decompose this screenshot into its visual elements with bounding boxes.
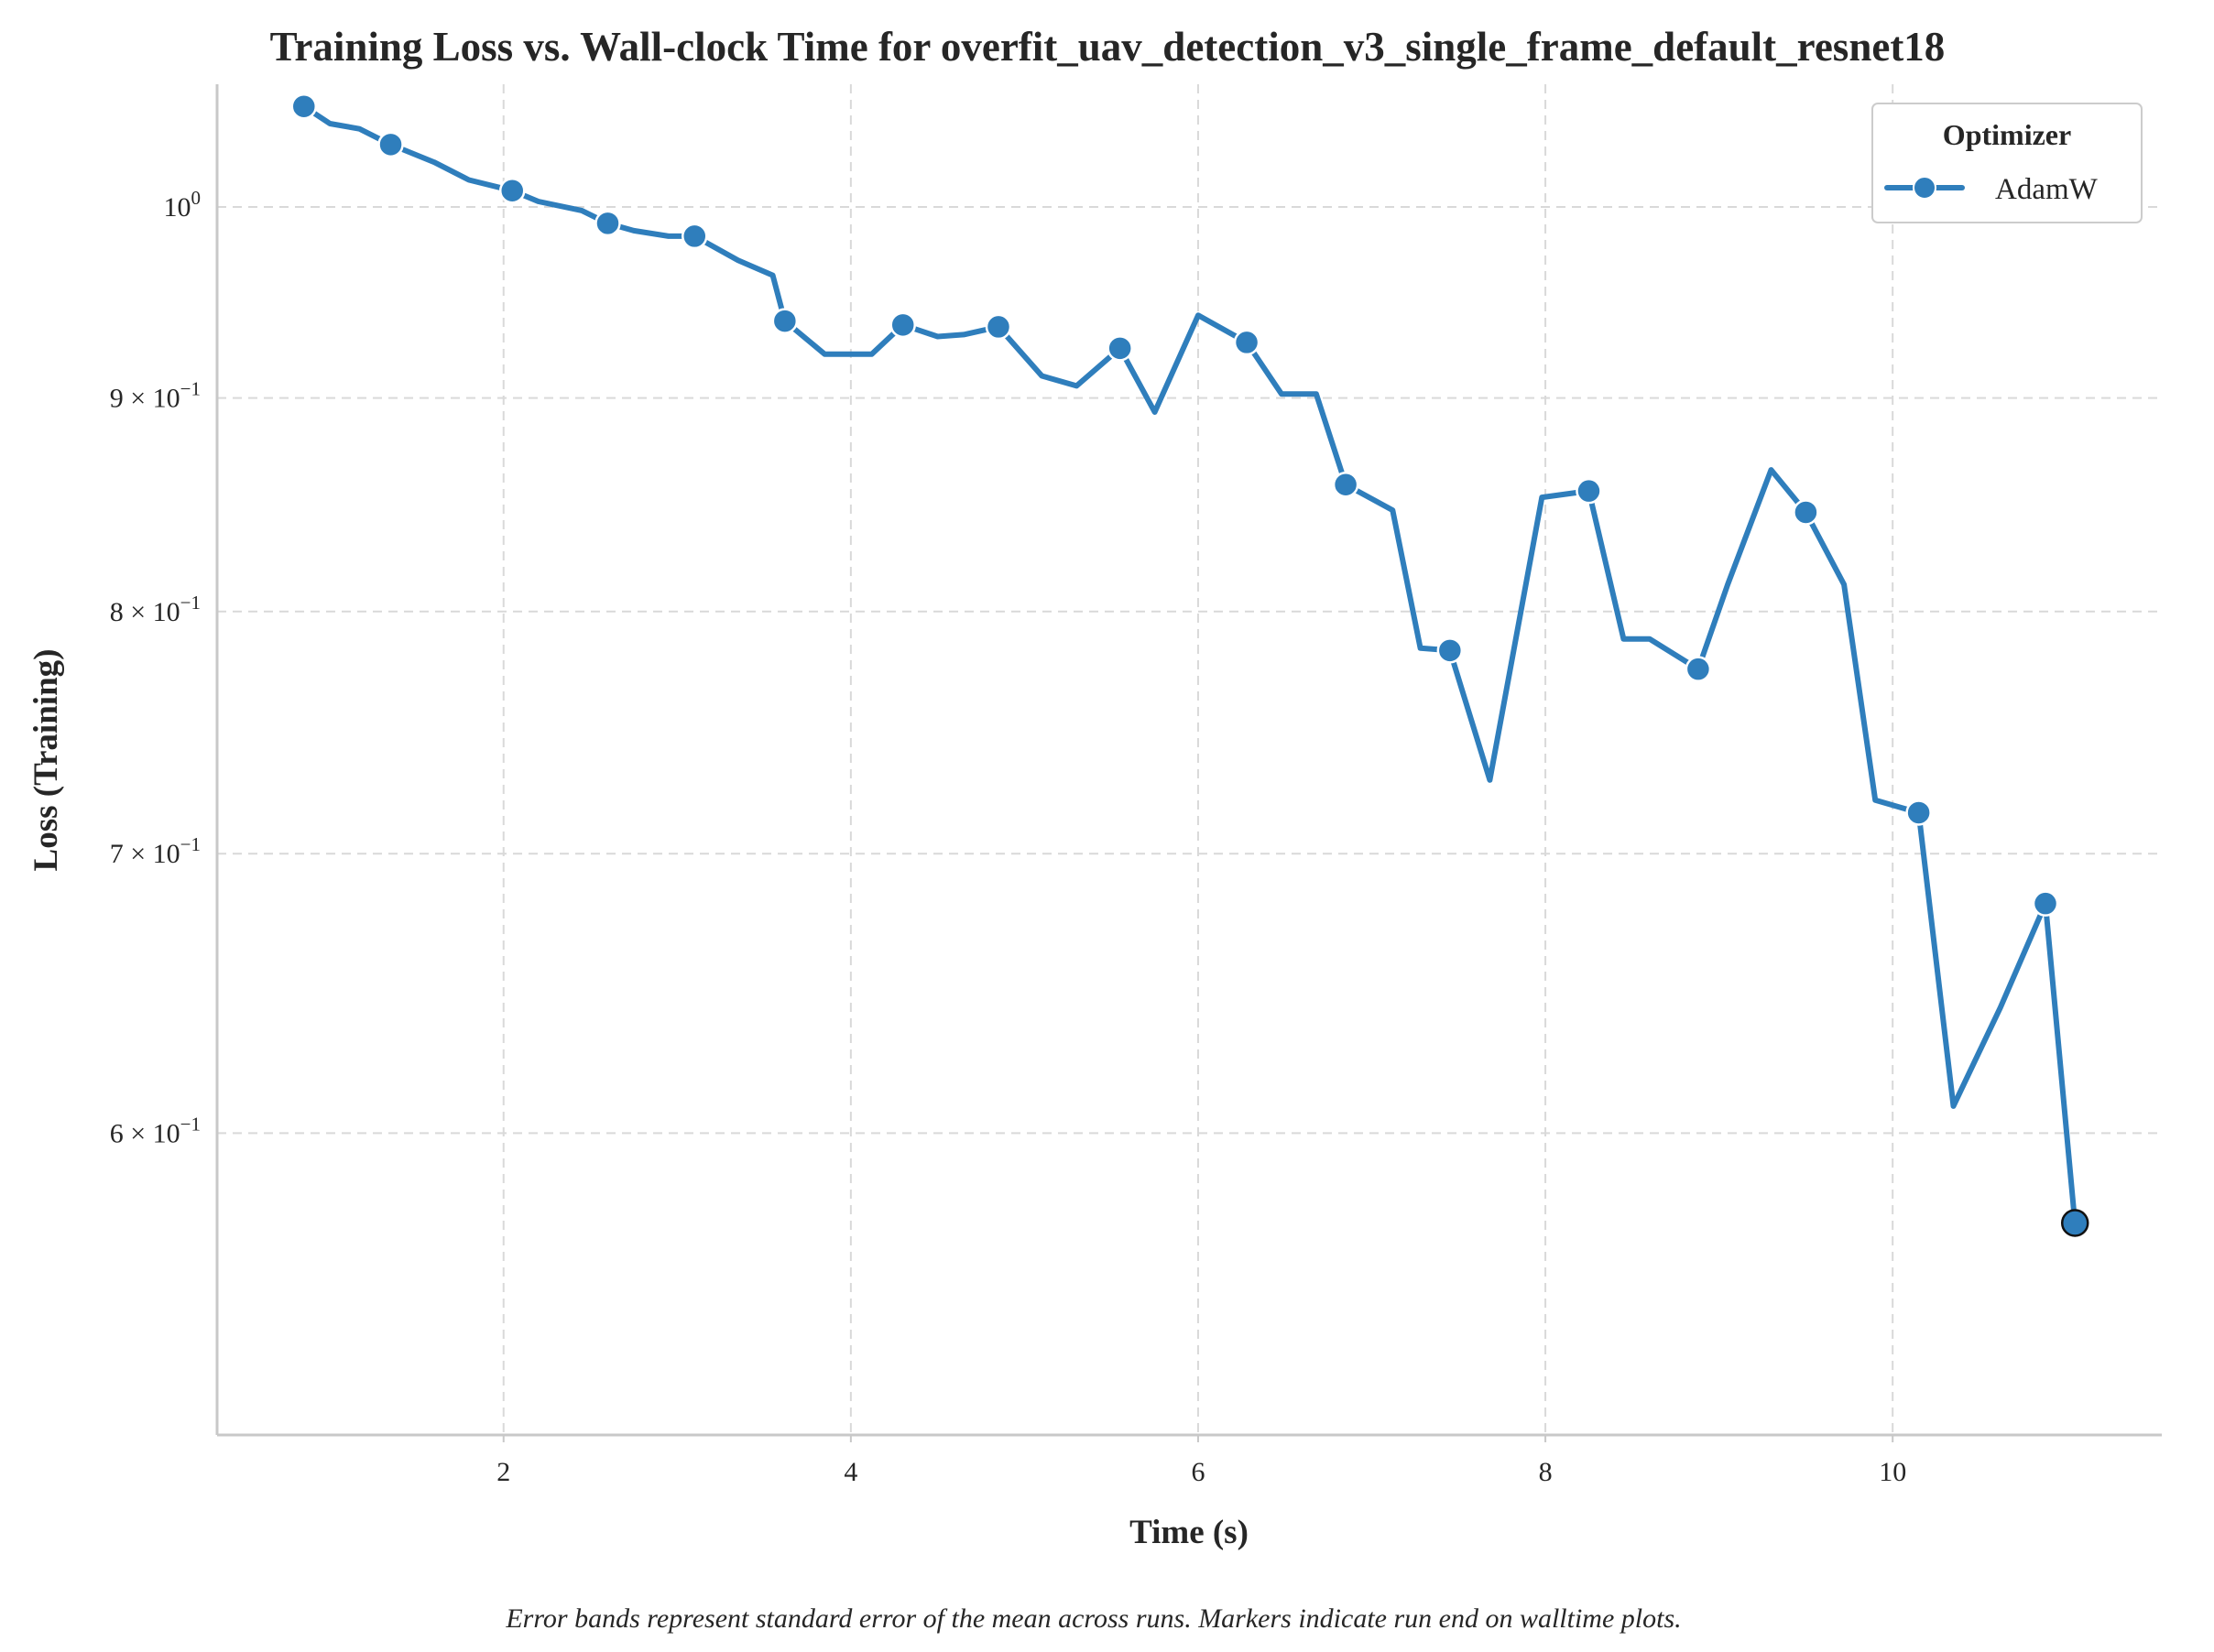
x-tick-label: 2: [496, 1457, 510, 1487]
data-point-marker: [1905, 799, 1932, 826]
y-tick-label: 8 × 10−1: [110, 592, 201, 627]
data-point-marker: [1436, 637, 1464, 664]
data-point-marker: [377, 131, 404, 158]
data-point-marker: [1685, 656, 1712, 682]
x-tick-label: 6: [1191, 1457, 1205, 1487]
legend-marker-swatch: [1913, 176, 1936, 200]
data-point-marker: [682, 223, 708, 250]
data-point-marker: [2032, 890, 2059, 917]
data-point-marker: [1332, 471, 1359, 498]
series-layer: [290, 92, 2089, 1237]
series-line-adamw: [300, 103, 2078, 1226]
y-tick-label: 100: [164, 187, 202, 223]
x-tick-label: 4: [844, 1457, 857, 1487]
y-axis-label: Loss (Training): [27, 649, 65, 872]
data-point-marker: [1107, 335, 1133, 362]
data-point-marker: [771, 308, 799, 334]
legend-entry-adamw: AdamW: [1995, 173, 2099, 206]
legend-box: [1871, 103, 2143, 223]
data-point-marker: [985, 313, 1012, 341]
data-point-marker: [1233, 329, 1260, 356]
y-tick-label: 7 × 10−1: [110, 833, 201, 869]
legend-title: Optimizer: [1943, 118, 2071, 151]
x-tick-label: 8: [1539, 1457, 1553, 1487]
data-point-marker: [594, 210, 621, 237]
chart-title: Training Loss vs. Wall-clock Time for ov…: [270, 24, 1946, 70]
figure-caption: Error bands represent standard error of …: [505, 1603, 1681, 1634]
x-axis-label: Time (s): [1129, 1514, 1249, 1551]
y-tick-label: 6 × 10−1: [110, 1113, 201, 1148]
data-point-marker: [290, 92, 318, 120]
y-tick-label: 9 × 10−1: [110, 378, 201, 414]
y-axis-ticks: 100 9 × 10−1 8 × 10−1 7 × 10−1 6 × 10−1: [110, 187, 201, 1148]
grid-lines: [217, 84, 2162, 1435]
x-axis-ticks: 2 4 6 8 10: [496, 1435, 1906, 1487]
data-point-marker: [889, 311, 916, 339]
run-end-marker: [2060, 1209, 2089, 1237]
data-point-marker: [1576, 477, 1602, 505]
legend: Optimizer AdamW: [1871, 103, 2143, 223]
x-tick-label: 10: [1879, 1457, 1906, 1487]
data-point-marker: [1793, 499, 1819, 526]
data-point-marker: [498, 177, 526, 204]
